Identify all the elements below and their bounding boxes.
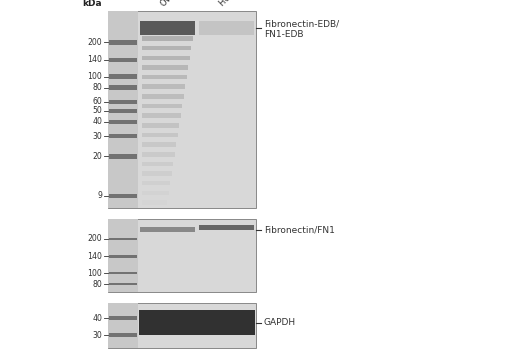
Text: 100: 100	[87, 269, 102, 278]
Bar	[109, 316, 137, 320]
Bar	[109, 40, 137, 44]
Bar	[142, 94, 184, 99]
Bar	[142, 191, 168, 195]
Text: OV-90: OV-90	[158, 0, 183, 8]
Text: 9: 9	[97, 191, 102, 200]
Bar	[109, 85, 137, 90]
Text: 60: 60	[92, 97, 102, 106]
Bar	[108, 10, 138, 208]
Bar	[109, 283, 137, 286]
Text: kDa: kDa	[82, 0, 102, 8]
Bar	[199, 21, 254, 35]
Text: 80: 80	[92, 83, 102, 92]
Bar	[108, 303, 256, 348]
Text: 20: 20	[92, 152, 102, 161]
Bar	[109, 238, 137, 240]
Text: 30: 30	[92, 132, 102, 141]
Bar	[199, 225, 254, 230]
Bar	[142, 104, 183, 108]
Text: 80: 80	[92, 280, 102, 289]
Bar	[142, 181, 170, 186]
Bar	[142, 152, 175, 156]
Bar	[109, 58, 137, 62]
Bar	[109, 255, 137, 258]
Bar	[142, 84, 185, 89]
Text: 30: 30	[92, 331, 102, 340]
Bar	[109, 120, 137, 124]
Bar	[142, 36, 193, 41]
Bar	[109, 134, 137, 139]
Bar	[140, 227, 195, 232]
Bar	[109, 74, 137, 79]
Text: Hep G2: Hep G2	[217, 0, 246, 8]
Text: 40: 40	[92, 314, 102, 323]
Text: 140: 140	[87, 252, 102, 261]
Bar	[142, 46, 191, 50]
Bar	[109, 194, 137, 198]
Bar	[108, 219, 138, 292]
Text: 200: 200	[87, 38, 102, 47]
Text: GAPDH: GAPDH	[264, 318, 296, 327]
Bar	[142, 75, 187, 79]
Bar	[142, 133, 178, 137]
Bar	[109, 272, 137, 274]
Bar	[142, 65, 188, 70]
Text: 40: 40	[92, 118, 102, 126]
Bar	[109, 100, 137, 104]
Bar	[108, 219, 256, 292]
Bar	[109, 333, 137, 337]
Bar	[139, 310, 255, 335]
Bar	[109, 108, 137, 113]
Text: 100: 100	[87, 72, 102, 81]
Bar	[108, 10, 256, 208]
Bar	[142, 56, 190, 60]
Bar	[108, 303, 138, 348]
Text: Fibronectin-EDB/
FN1-EDB: Fibronectin-EDB/ FN1-EDB	[264, 19, 339, 40]
Bar	[142, 200, 167, 205]
Text: Fibronectin/FN1: Fibronectin/FN1	[264, 225, 335, 234]
Bar	[142, 162, 173, 166]
Bar	[142, 142, 176, 147]
Bar	[142, 171, 172, 176]
Bar	[142, 113, 181, 118]
Text: 200: 200	[87, 234, 102, 243]
Text: 50: 50	[92, 106, 102, 116]
Bar	[109, 154, 137, 159]
Bar	[140, 21, 195, 35]
Bar	[142, 123, 179, 128]
Text: 140: 140	[87, 55, 102, 64]
